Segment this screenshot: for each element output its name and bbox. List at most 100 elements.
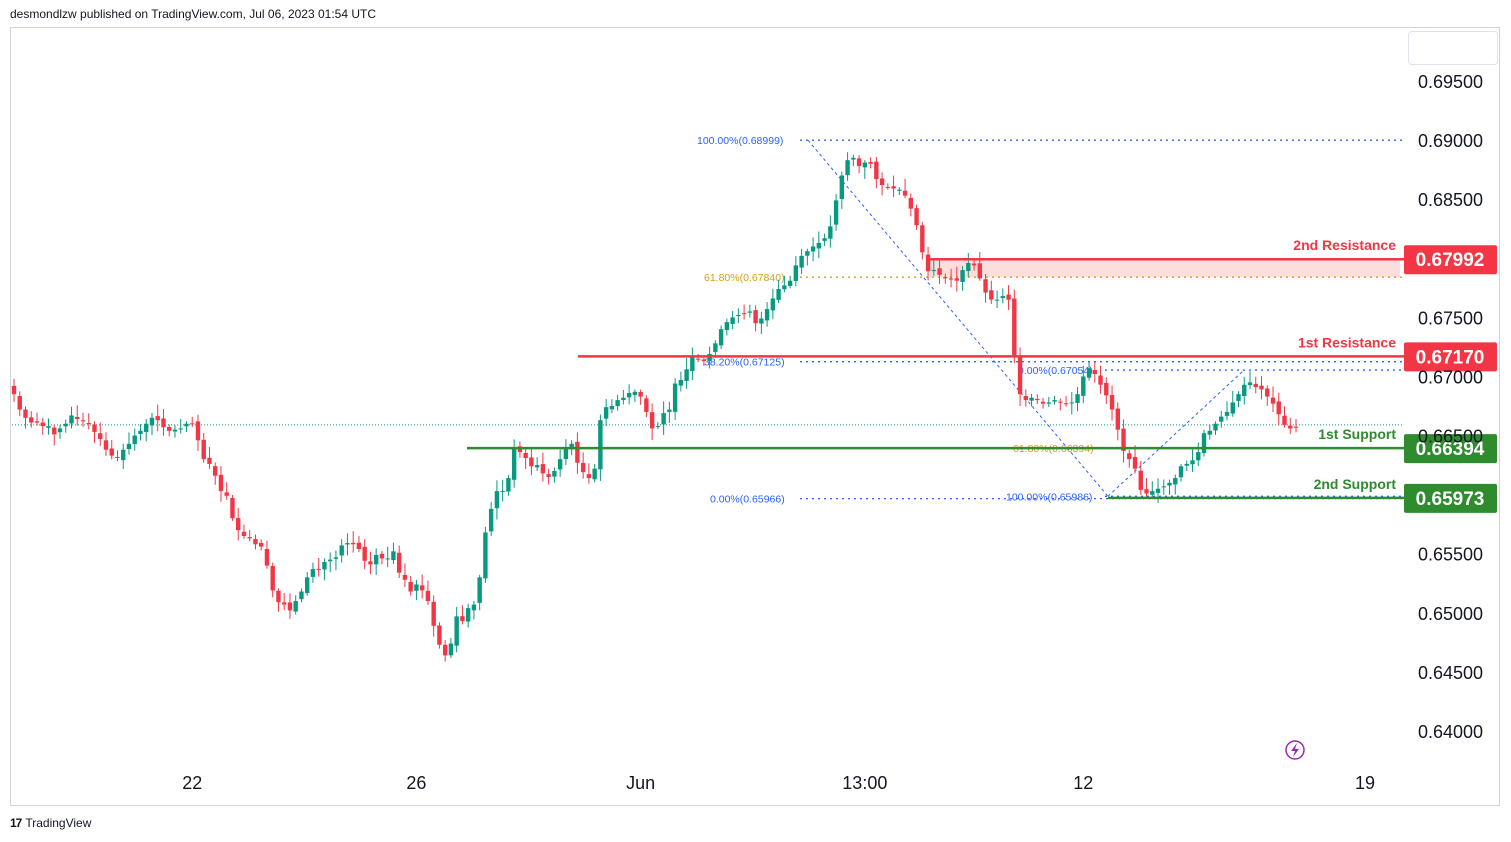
publisher-header: desmondlzw published on TradingView.com,… [10,7,376,21]
candle-body [816,242,822,249]
candle-body [98,433,103,440]
candle-body [477,577,482,603]
candle-body [488,508,494,532]
y-axis-tick-label: 0.65500 [1418,545,1483,565]
candle-body [534,465,540,468]
candle-body [339,545,344,556]
y-axis-tick-label: 0.67000 [1418,367,1483,387]
candle-body [1282,415,1287,425]
candle-body [569,443,574,450]
candle-body [29,417,34,423]
resistance-level-label: 2nd Resistance [1293,237,1396,253]
candle-body [724,322,730,330]
candle-body [121,449,126,461]
candle-body [983,279,988,293]
candle-body [40,422,45,427]
candle-body [644,398,649,412]
fib-trend-line-2 [1107,369,1245,497]
candle-body [431,601,436,626]
candle-body [782,285,787,290]
candle-body [925,254,931,272]
candle-body [126,443,132,450]
candle-body [356,542,362,549]
candle-body [563,447,569,460]
candle-body [718,329,724,346]
chart-top-right-box[interactable] [1408,31,1498,65]
candle-body [592,468,597,480]
candle-body [1098,375,1103,385]
candle-body [891,186,896,189]
candle-body [304,577,310,594]
candle-body [1092,369,1097,375]
candle-body [414,584,419,591]
candle-body [299,591,304,600]
candle-body [92,424,97,432]
candle-body [897,189,902,191]
candle-body [931,270,937,272]
candle-body [138,430,143,434]
candle-body [672,383,678,412]
candle-body [856,158,862,167]
candle-body [362,546,367,561]
candle-body [1213,423,1218,431]
resistance-price-tag [1404,342,1497,372]
candle-body [845,160,850,176]
candle-body [759,318,764,324]
candle-body [1046,402,1051,404]
candle-body [1121,428,1126,451]
candle-body [730,317,735,324]
candle-body [132,435,137,445]
candle-body [259,542,264,547]
candle-body [902,190,908,196]
candle-body [977,263,983,279]
x-axis-tick-label: 22 [182,773,202,793]
candle-body [327,559,333,562]
candle-body [333,557,339,559]
candle-body [787,280,793,286]
candle-body [213,466,218,476]
candle-body [684,369,689,381]
support-level-label: 2nd Support [1314,476,1397,492]
candle-body [190,423,195,425]
candle-body [862,162,868,168]
candle-body [115,456,120,458]
candle-body [17,395,22,410]
candle-body [1104,382,1109,396]
support-price-tag [1404,483,1497,513]
x-axis-tick-label: 12 [1073,773,1093,793]
candle-body [552,471,557,477]
candle-body [1247,382,1253,386]
candle-body [442,644,448,656]
candle-body [218,474,224,492]
x-axis-tick-label: Jun [626,773,655,793]
footer: 17 TradingView [10,816,91,830]
candle-body [989,290,994,300]
candle-body [11,385,17,395]
candle-body [1006,294,1011,300]
candle-body [506,478,511,492]
candle-body [224,492,229,496]
fib-label: 0.00%(0.67054) [1018,365,1093,377]
chart-frame [10,27,1500,806]
candle-body [879,178,885,185]
lightning-icon[interactable] [1285,740,1305,760]
candle-body [1230,402,1235,414]
candle-body [287,602,293,611]
candle-body [621,397,626,400]
fib-label: 100.00%(0.68999) [697,135,783,147]
candle-body [1086,368,1092,378]
candle-body [960,270,965,283]
candle-body [23,409,28,418]
candle-body [1270,397,1276,404]
candle-body [161,418,166,428]
candle-body [954,278,960,281]
candle-body [471,604,477,611]
candle-body [1167,482,1172,486]
candle-body [1236,394,1241,401]
candle-body [86,423,91,425]
y-axis-tick-label: 0.66500 [1418,427,1483,447]
candle-body [149,417,155,426]
fib-label: 61.80%(0.67840) [704,272,785,284]
candle-body [34,421,40,423]
